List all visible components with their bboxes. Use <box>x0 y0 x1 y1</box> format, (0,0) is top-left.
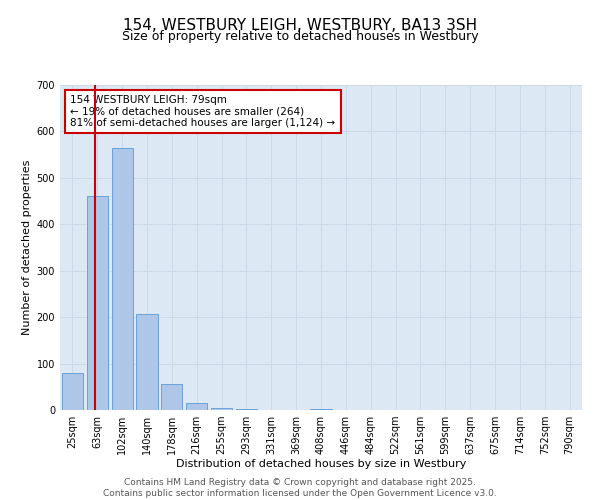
Bar <box>136 314 158 410</box>
Bar <box>186 403 207 410</box>
Bar <box>62 373 83 410</box>
Text: Size of property relative to detached houses in Westbury: Size of property relative to detached ho… <box>122 30 478 43</box>
Bar <box>161 384 182 410</box>
X-axis label: Distribution of detached houses by size in Westbury: Distribution of detached houses by size … <box>176 458 466 468</box>
Y-axis label: Number of detached properties: Number of detached properties <box>22 160 32 335</box>
Text: 154, WESTBURY LEIGH, WESTBURY, BA13 3SH: 154, WESTBURY LEIGH, WESTBURY, BA13 3SH <box>123 18 477 32</box>
Text: 154 WESTBURY LEIGH: 79sqm
← 19% of detached houses are smaller (264)
81% of semi: 154 WESTBURY LEIGH: 79sqm ← 19% of detac… <box>70 94 335 128</box>
Bar <box>211 408 232 410</box>
Bar <box>112 148 133 410</box>
Bar <box>236 409 257 410</box>
Bar <box>87 196 108 410</box>
Text: Contains HM Land Registry data © Crown copyright and database right 2025.
Contai: Contains HM Land Registry data © Crown c… <box>103 478 497 498</box>
Bar <box>310 409 332 410</box>
